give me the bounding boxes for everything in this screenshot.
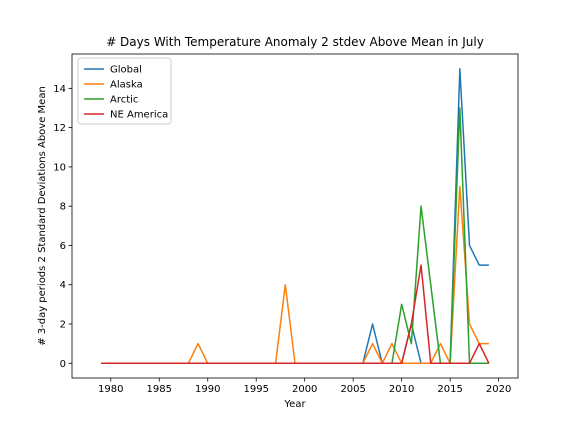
series-line-ne-america	[101, 264, 490, 365]
x-tick-label: 2005	[340, 384, 365, 395]
y-tick-label: 12	[53, 123, 66, 134]
x-axis-label: Year	[283, 399, 306, 410]
y-tick-label: 10	[53, 162, 66, 173]
x-tick-label: 1980	[98, 384, 123, 395]
plot-area	[101, 67, 490, 365]
y-tick-label: 0	[60, 359, 66, 370]
legend-entry: NE America	[110, 110, 168, 121]
chart-title: # Days With Temperature Anomaly 2 stdev …	[106, 35, 484, 49]
y-tick-label: 4	[60, 280, 66, 291]
x-tick-label: 1985	[147, 384, 172, 395]
x-tick-label: 2015	[437, 384, 462, 395]
y-axis: 0 2 4 6 8 10 12 14	[53, 84, 72, 370]
plot-frame	[71, 53, 519, 379]
y-tick-label: 8	[60, 202, 66, 213]
x-tick-label: 2000	[292, 384, 317, 395]
y-tick-label: 6	[60, 241, 66, 252]
legend-box	[77, 57, 172, 125]
legend: Global Alaska Arctic NE America	[77, 57, 172, 125]
x-tick-label: 2020	[486, 384, 511, 395]
y-tick-label: 2	[60, 320, 66, 331]
x-tick-label: 1990	[195, 384, 220, 395]
x-tick-label: 2010	[389, 384, 414, 395]
legend-entry: Global	[110, 65, 142, 76]
legend-entry: Alaska	[110, 80, 143, 91]
legend-entry: Arctic	[110, 95, 138, 106]
y-axis-label: # 3-day periods 2 Standard Deviations Ab…	[37, 86, 48, 346]
x-axis: 1980 1985 1990 1995 2000 2005 2010 2015 2020	[98, 378, 511, 395]
y-tick-label: 14	[53, 84, 66, 95]
x-tick-label: 1995	[243, 384, 268, 395]
